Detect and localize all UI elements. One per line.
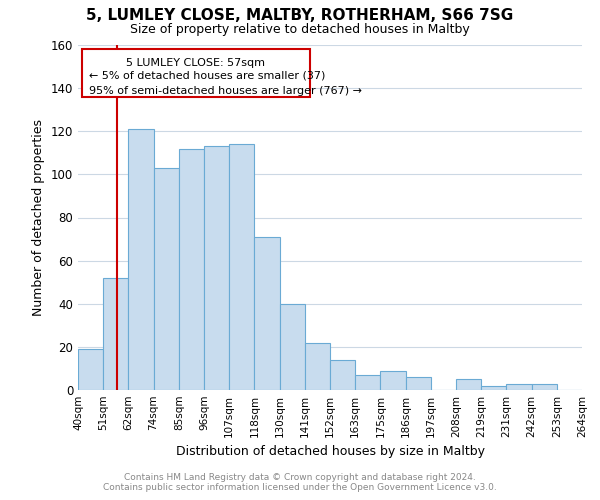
Y-axis label: Number of detached properties: Number of detached properties: [32, 119, 45, 316]
Bar: [506, 384, 532, 390]
Bar: [204, 146, 229, 390]
Text: ← 5% of detached houses are smaller (37): ← 5% of detached houses are smaller (37): [89, 71, 326, 81]
Bar: [355, 375, 380, 390]
Text: 5 LUMLEY CLOSE: 57sqm: 5 LUMLEY CLOSE: 57sqm: [127, 58, 265, 68]
Bar: [532, 384, 557, 390]
Text: Contains HM Land Registry data © Crown copyright and database right 2024.
Contai: Contains HM Land Registry data © Crown c…: [103, 473, 497, 492]
Bar: [229, 144, 254, 390]
Bar: [128, 129, 154, 390]
Text: 5, LUMLEY CLOSE, MALTBY, ROTHERHAM, S66 7SG: 5, LUMLEY CLOSE, MALTBY, ROTHERHAM, S66 …: [86, 8, 514, 22]
Bar: [380, 370, 406, 390]
Bar: [254, 237, 280, 390]
FancyBboxPatch shape: [82, 50, 310, 97]
Bar: [406, 377, 431, 390]
Bar: [305, 342, 330, 390]
Bar: [481, 386, 506, 390]
Bar: [179, 148, 204, 390]
Bar: [280, 304, 305, 390]
Bar: [78, 349, 103, 390]
Bar: [154, 168, 179, 390]
X-axis label: Distribution of detached houses by size in Maltby: Distribution of detached houses by size …: [176, 446, 485, 458]
Text: 95% of semi-detached houses are larger (767) →: 95% of semi-detached houses are larger (…: [89, 86, 362, 96]
Text: Size of property relative to detached houses in Maltby: Size of property relative to detached ho…: [130, 22, 470, 36]
Bar: [330, 360, 355, 390]
Bar: [103, 278, 128, 390]
Bar: [456, 379, 481, 390]
